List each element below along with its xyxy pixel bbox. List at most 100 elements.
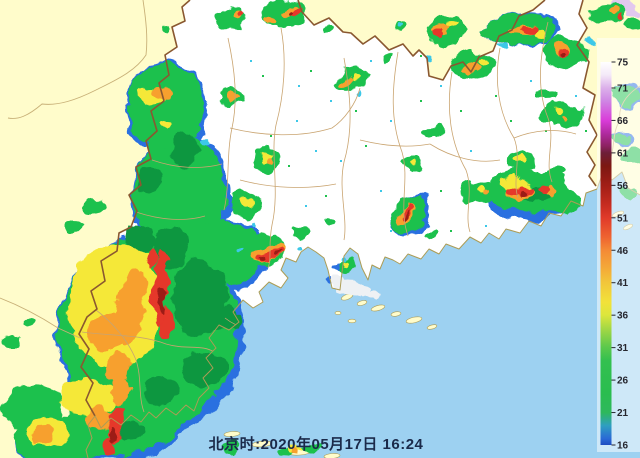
colorbar-tick-label: 26 [617, 376, 629, 387]
echo-blob [242, 198, 254, 206]
echo-speckle [485, 225, 487, 227]
colorbar-tick-label: 31 [617, 343, 629, 354]
echo-blob [134, 133, 226, 253]
echo-speckle [370, 60, 372, 62]
echo-speckle [262, 75, 264, 77]
echo-blob [161, 117, 175, 127]
echo-speckle [440, 85, 442, 87]
echo-blob [536, 89, 554, 101]
radar-echo-layer [3, 0, 640, 458]
echo-speckle [420, 100, 422, 102]
echo-blob [561, 52, 567, 58]
echo-blob [266, 159, 274, 165]
echo-blob [607, 8, 617, 16]
echo-speckle [310, 70, 312, 72]
colorbar-tick-label: 46 [617, 246, 629, 257]
echo-blob [67, 223, 81, 233]
echo-speckle [420, 55, 422, 57]
echo-blob [628, 7, 640, 17]
echo-blob [539, 186, 551, 194]
echo-speckle [460, 110, 462, 112]
echo-blob [226, 93, 236, 101]
echo-speckle [315, 150, 317, 152]
echo-blob [274, 251, 280, 255]
echo-blob [514, 156, 526, 164]
echo-blob [384, 54, 396, 62]
echo-speckle [440, 190, 442, 192]
echo-blob [322, 218, 334, 226]
echo-speckle [575, 95, 577, 97]
echo-speckle [296, 120, 298, 122]
island [405, 316, 423, 324]
echo-blob [521, 190, 527, 196]
island [356, 300, 368, 306]
echo-blob [85, 316, 125, 348]
echo-speckle [298, 85, 300, 87]
coastline [85, 171, 640, 458]
island [426, 324, 438, 330]
echo-blob [209, 308, 241, 332]
colorbar-tick-label: 66 [617, 116, 629, 127]
colorbar-tick-label: 75 [617, 58, 629, 69]
echo-blob [84, 197, 106, 213]
echo-blob [480, 191, 486, 197]
echo-blob [159, 24, 171, 32]
echo-speckle [305, 205, 307, 207]
colorbar-tick-label: 61 [617, 148, 629, 159]
echo-blob [292, 226, 308, 238]
echo-blob [171, 132, 199, 168]
echo-blob [102, 439, 114, 457]
echo-blob [24, 317, 36, 327]
echo-blob [332, 277, 348, 287]
echo-blob [160, 309, 174, 341]
echo-blob [587, 37, 593, 43]
echo-blob [150, 88, 170, 100]
echo-blob [147, 247, 157, 269]
echo-blob [127, 63, 205, 149]
echo-blob [128, 250, 152, 270]
echo-blob [226, 226, 254, 250]
echo-blob [238, 8, 246, 14]
colorbar: 75 71 66 61 56 51 46 41 36 31 26 21 16 [597, 38, 640, 452]
island [323, 453, 341, 458]
echo-blob [617, 13, 623, 19]
echo-blob [236, 247, 244, 253]
islands [223, 210, 633, 458]
echo-blob [473, 186, 483, 194]
echo-speckles [250, 55, 587, 232]
echo-blob [264, 18, 276, 26]
echo-blob [3, 335, 21, 349]
echo-speckle [470, 150, 472, 152]
echo-speckle [250, 60, 252, 62]
echo-blob [562, 115, 570, 121]
echo-blob [158, 286, 166, 314]
colorbar-ticks: 75 71 66 61 56 51 46 41 36 31 26 21 16 [611, 58, 629, 452]
colorbar-tick-label: 21 [617, 408, 629, 419]
echo-blob [183, 350, 227, 386]
echo-blob [109, 425, 117, 443]
echo-speckle [330, 100, 332, 102]
echo-blob [352, 74, 362, 82]
echo-blob [291, 9, 301, 17]
echo-speckle [390, 120, 392, 122]
echo-speckle [380, 190, 382, 192]
echo-blob [138, 166, 162, 194]
echo-speckle [288, 165, 290, 167]
echo-blob [301, 442, 319, 452]
echo-speckle [365, 145, 367, 147]
echo-blob [124, 225, 156, 251]
echo-blob [221, 442, 243, 454]
echo-blob [408, 158, 416, 164]
echo-speckle [585, 130, 587, 132]
colorbar-tick-label: 16 [617, 441, 629, 452]
echo-blob [425, 227, 439, 237]
echo-blob [111, 378, 129, 402]
echo-blob [397, 23, 403, 27]
echo-speckle [495, 95, 497, 97]
island [251, 440, 273, 448]
echo-blob [447, 21, 457, 29]
island [223, 431, 241, 437]
